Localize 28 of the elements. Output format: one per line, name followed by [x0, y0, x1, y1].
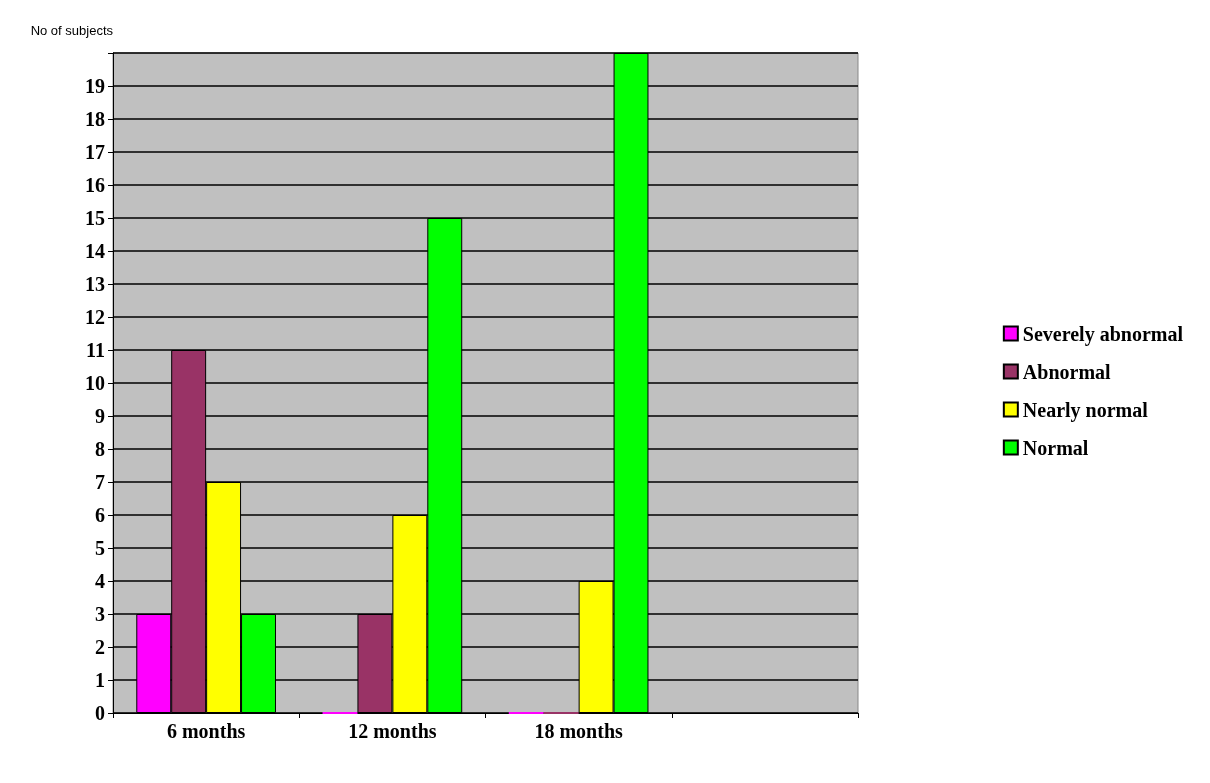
- y-tick-label: 9: [95, 405, 105, 427]
- y-tick-label: 0: [95, 702, 105, 724]
- y-tick-label: 8: [95, 438, 105, 460]
- y-tick-label: 2: [95, 636, 105, 658]
- y-tick-label: 4: [95, 570, 105, 592]
- y-tick-label: 6: [95, 504, 105, 526]
- y-tick-label: 19: [85, 75, 105, 97]
- y-tick-label: 10: [85, 372, 105, 394]
- y-tick-label: 7: [95, 471, 105, 493]
- y-tick-label: 14: [85, 240, 105, 262]
- y-tick-label: 16: [85, 174, 105, 196]
- y-tick-label: 18: [85, 108, 105, 130]
- y-tick-label: 1: [95, 669, 105, 691]
- y-tick-label: 3: [95, 603, 105, 625]
- x-tick-label: 18 months: [534, 720, 624, 742]
- legend-label: Severely abnormal: [1022, 322, 1184, 346]
- y-tick-label: 12: [85, 306, 105, 328]
- y-tick-label: 5: [95, 537, 105, 559]
- y-tick-label: 17: [85, 141, 105, 163]
- y-axis-title: No of subjects: [30, 22, 114, 38]
- legend-label: Abnormal: [1022, 360, 1112, 383]
- legend-label: Normal: [1022, 436, 1089, 459]
- y-tick-label: 13: [85, 273, 105, 295]
- y-tick-label: 11: [86, 339, 105, 361]
- x-tick-label: 12 months: [348, 720, 437, 742]
- x-tick-label: 6 months: [166, 720, 246, 742]
- y-tick-label: 15: [85, 207, 105, 229]
- legend-label: Nearly normal: [1022, 398, 1149, 422]
